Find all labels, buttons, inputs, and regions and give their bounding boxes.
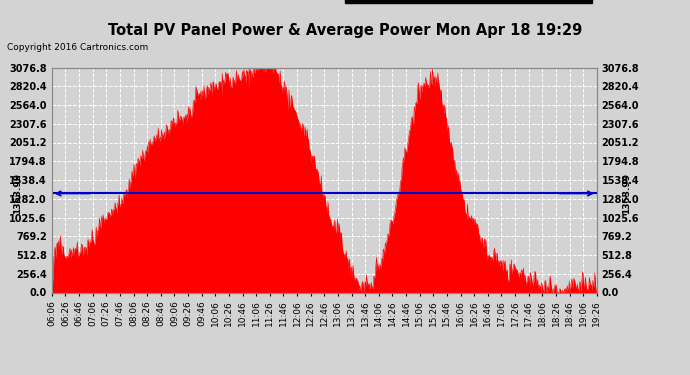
Text: Total PV Panel Power & Average Power Mon Apr 18 19:29: Total PV Panel Power & Average Power Mon… — [108, 22, 582, 38]
Legend: Average  (DC Watts), PV Panels  (DC Watts): Average (DC Watts), PV Panels (DC Watts) — [345, 0, 592, 3]
Text: 1353.99: 1353.99 — [13, 173, 23, 214]
Text: 1353.99: 1353.99 — [622, 173, 631, 214]
Text: Copyright 2016 Cartronics.com: Copyright 2016 Cartronics.com — [7, 43, 148, 52]
